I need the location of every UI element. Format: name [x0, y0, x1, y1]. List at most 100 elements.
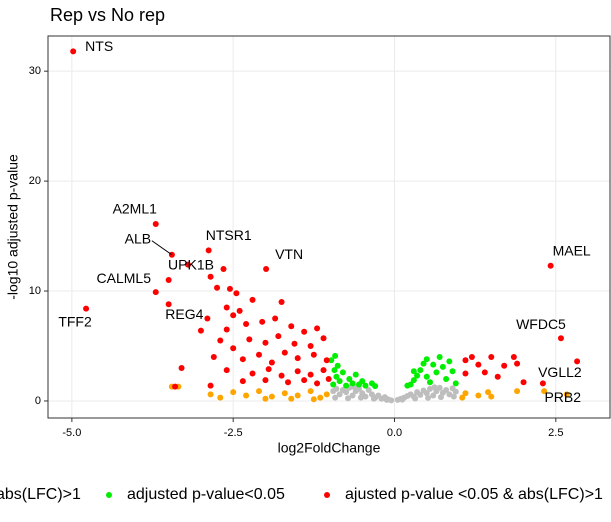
point: [410, 368, 417, 375]
point: [310, 351, 317, 358]
point: [339, 369, 346, 376]
point: [488, 393, 495, 400]
point: [317, 394, 324, 401]
point: [323, 391, 330, 398]
point: [226, 285, 233, 292]
point: [333, 385, 340, 392]
point: [243, 321, 250, 328]
point: [417, 391, 424, 398]
x-tick-label: 2.5: [548, 427, 563, 439]
x-axis-label: log2FoldChange: [278, 440, 381, 456]
point: [314, 325, 321, 332]
point: [230, 345, 237, 352]
point: [333, 373, 340, 380]
point: [220, 266, 227, 273]
point: [370, 395, 377, 402]
point: [452, 380, 459, 387]
annotation: TFF2: [58, 313, 92, 329]
point: [243, 392, 250, 399]
point: [268, 359, 275, 366]
point: [462, 357, 469, 364]
point: [275, 333, 282, 340]
x-tick-label: -2.5: [224, 427, 243, 439]
annotation: ALB: [125, 230, 151, 246]
point: [349, 392, 356, 399]
chart-title: Rep vs No rep: [50, 5, 165, 25]
annotation: NTSR1: [206, 227, 252, 243]
point: [357, 394, 364, 401]
point: [204, 315, 211, 322]
point: [430, 361, 437, 368]
point: [423, 356, 430, 363]
point: [488, 353, 495, 360]
legend-key: [106, 492, 112, 498]
point: [459, 394, 466, 401]
point: [436, 384, 443, 391]
y-tick-label: 20: [29, 175, 41, 187]
y-axis-label: -log10 adjusted p-value: [5, 154, 21, 300]
point: [236, 307, 243, 314]
panel-border: [47, 35, 611, 419]
annotation: REG4: [165, 306, 203, 322]
point: [412, 395, 419, 402]
point: [239, 378, 246, 385]
point: [217, 337, 224, 344]
point: [443, 375, 450, 382]
point: [433, 369, 440, 376]
point: [246, 336, 253, 343]
point: [207, 391, 214, 398]
point: [414, 372, 421, 379]
point: [446, 391, 453, 398]
point: [425, 394, 432, 401]
point: [165, 277, 172, 284]
point: [468, 353, 475, 360]
annotation: VTN: [275, 246, 303, 262]
point: [336, 378, 343, 385]
point: [325, 375, 332, 382]
point: [343, 382, 350, 389]
point: [449, 368, 456, 375]
point: [281, 349, 288, 356]
point: [443, 386, 450, 393]
point: [152, 220, 159, 227]
point: [557, 335, 564, 342]
point: [278, 372, 285, 379]
point: [223, 326, 230, 333]
point: [343, 389, 350, 396]
point: [314, 380, 321, 387]
point: [272, 315, 279, 322]
point: [574, 358, 581, 365]
point: [262, 377, 269, 384]
point: [310, 396, 317, 403]
point: [352, 371, 359, 378]
point: [462, 390, 469, 397]
point: [255, 388, 262, 395]
point: [431, 384, 438, 391]
point: [362, 382, 369, 389]
point: [388, 397, 395, 404]
plot-panel: [48, 36, 610, 418]
point: [430, 392, 437, 399]
x-tick-label: -5.0: [62, 427, 81, 439]
point: [152, 289, 159, 296]
point: [70, 48, 77, 55]
point: [301, 377, 308, 384]
point: [291, 340, 298, 347]
point: [83, 305, 90, 312]
point: [262, 395, 269, 402]
point: [223, 367, 230, 374]
point: [278, 299, 285, 306]
point: [437, 394, 444, 401]
point: [207, 273, 214, 280]
point: [332, 394, 339, 401]
point: [307, 371, 314, 378]
annotation: CALML5: [97, 270, 152, 286]
annotation: MAEL: [553, 242, 591, 258]
point: [481, 369, 488, 376]
point: [281, 390, 288, 397]
point: [230, 312, 237, 319]
point: [520, 379, 527, 386]
point: [210, 353, 217, 360]
point: [294, 355, 301, 362]
